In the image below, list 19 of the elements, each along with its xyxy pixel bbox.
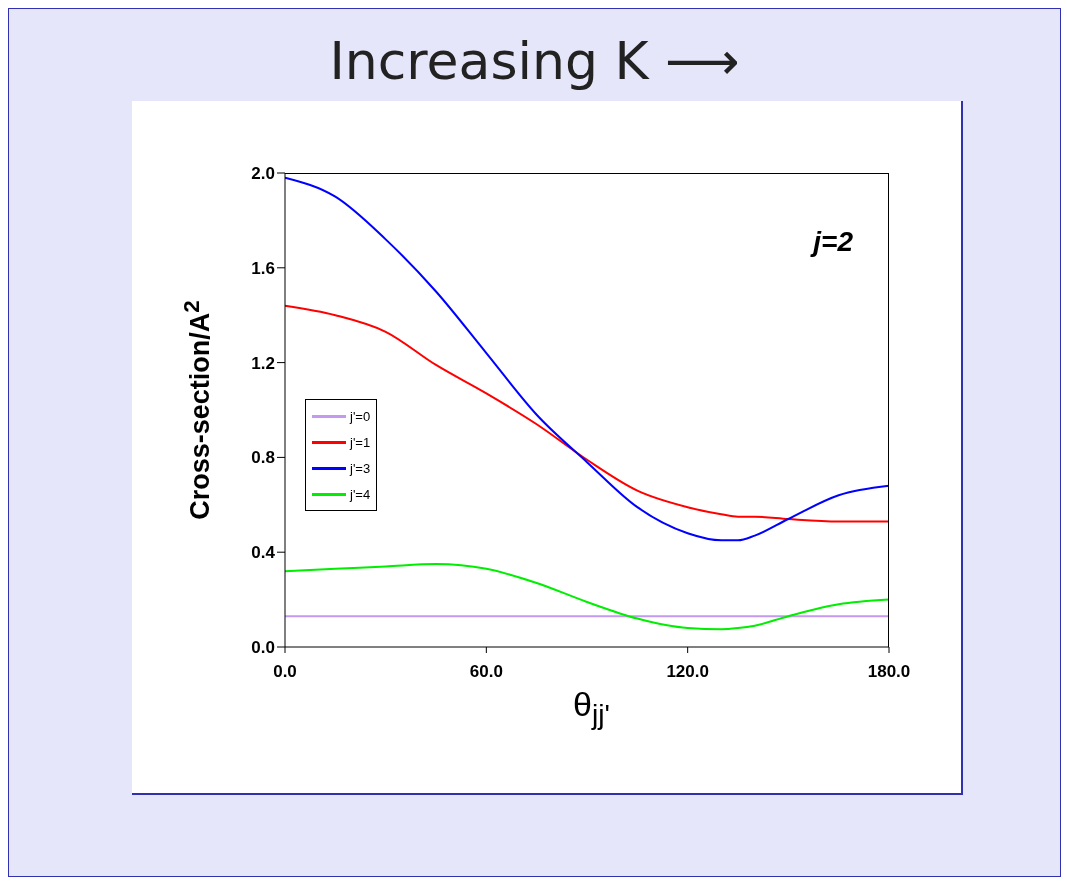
x-tick-label: 120.0 — [666, 662, 709, 682]
line-series — [285, 304, 889, 523]
legend-label: j'=4 — [350, 486, 371, 502]
y-tick-label: 0.0 — [251, 638, 275, 658]
legend-label: j'=1 — [350, 434, 371, 450]
y-tick-label: 2.0 — [251, 164, 275, 184]
x-tick-label: 0.0 — [273, 662, 297, 682]
y-tick-label: 0.4 — [251, 543, 276, 563]
line-series — [285, 563, 889, 631]
x-tick-label: 60.0 — [469, 662, 503, 682]
legend-label: j'=0 — [350, 408, 371, 424]
y-tick-label: 1.2 — [251, 353, 275, 373]
y-tick-label: 1.6 — [251, 258, 275, 278]
x-tick-label: 180.0 — [867, 662, 911, 682]
y-tick-label: 0.8 — [251, 448, 275, 468]
chart-title: Increasing K ⟶ — [328, 31, 741, 91]
x-axis-title: θ$_{jj'}$ — [573, 685, 610, 730]
line-series — [285, 176, 889, 542]
legend-label: j'=3 — [350, 460, 371, 476]
